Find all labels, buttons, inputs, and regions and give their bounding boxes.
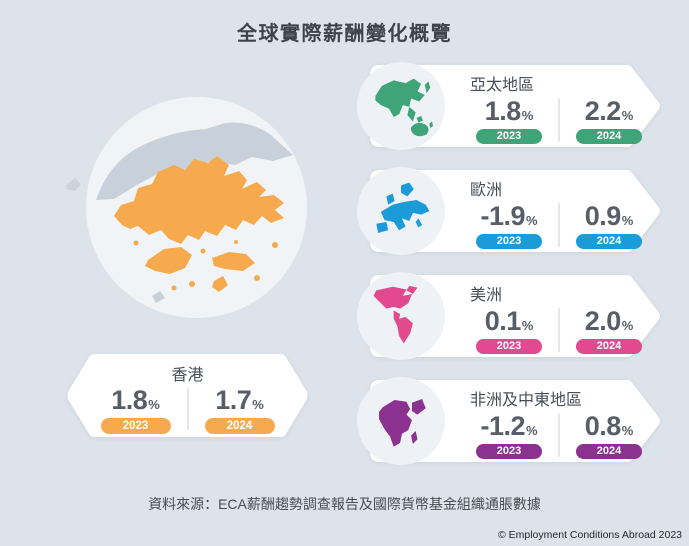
region-card-shape [370, 170, 660, 252]
region-card-shape [370, 275, 660, 357]
region-2023-number: 0.1 [484, 306, 522, 336]
region-value-2023: -1.2 % 2023 [467, 411, 551, 459]
region-value-2023: -1.9 % 2023 [467, 201, 551, 249]
region-map-icon [373, 285, 418, 344]
region-year-badge-2024: 2024 [576, 129, 642, 144]
percent-sign: % [521, 108, 534, 123]
region-map-circle [357, 377, 445, 465]
region-map-circle [357, 272, 445, 360]
percent-sign: % [621, 423, 634, 438]
islet-icon [66, 178, 81, 191]
region-2023-number: 1.8 [484, 96, 522, 126]
region-name: 歐洲 [470, 182, 503, 199]
hk-2023-number: 1.8 [111, 385, 148, 415]
region-map-icon [375, 78, 433, 137]
region-card-shape [370, 380, 660, 462]
percent-sign: % [521, 318, 534, 333]
region-2024-number: 0.9 [584, 201, 622, 231]
hk-value-2023: 1.8 % 2023 [94, 385, 178, 434]
hk-year-badge-2024: 2024 [204, 418, 275, 434]
hk-card: 香港 1.8 % 2023 1.7 % 2024 [67, 354, 308, 437]
region-map-circle [357, 62, 445, 150]
region-year-badge-2023: 2023 [476, 444, 542, 459]
percent-sign: % [525, 423, 538, 438]
region-value-2024: 2.2 % 2024 [567, 96, 651, 144]
region-year-badge-2023: 2023 [476, 234, 542, 249]
divider [558, 413, 560, 457]
region-cards: 亞太地區 1.8 % 2023 2.2 % 2024 [357, 62, 661, 465]
region-map-icon [376, 182, 430, 233]
region-card: 歐洲 -1.9 % 2023 0.9 % 2024 [357, 167, 661, 255]
hk-value-2024: 1.7 % 2024 [198, 385, 282, 434]
divider [558, 308, 560, 352]
percent-sign: % [621, 213, 634, 228]
hong-kong-globe [86, 97, 307, 318]
page-title: 全球實際薪酬變化概覽 [237, 23, 452, 45]
region-year-badge-2024: 2024 [576, 234, 642, 249]
region-year-badge-2024: 2024 [576, 339, 642, 354]
region-card: 美洲 0.1 % 2023 2.0 % 2024 [357, 272, 661, 360]
hk-year-badge-2023: 2023 [100, 418, 171, 434]
region-map-icon [379, 399, 426, 447]
percent-sign: % [621, 318, 634, 333]
percent-sign: % [252, 397, 264, 412]
region-name: 非洲及中東地區 [470, 392, 583, 409]
hong-kong-territory-icon [114, 156, 284, 292]
percent-sign: % [148, 397, 160, 412]
region-value-2024: 0.8 % 2024 [567, 411, 651, 459]
region-card: 非洲及中東地區 -1.2 % 2023 0.8 % 2024 [357, 377, 661, 465]
hk-name: 香港 [171, 367, 204, 384]
region-2024-number: 2.0 [584, 306, 622, 336]
region-map-circle [357, 167, 445, 255]
region-year-badge-2023: 2023 [476, 129, 542, 144]
region-card: 亞太地區 1.8 % 2023 2.2 % 2024 [357, 62, 661, 150]
region-year-badge-2023: 2023 [476, 339, 542, 354]
region-value-2024: 2.0 % 2024 [567, 306, 651, 354]
source-note: 資料來源：ECA薪酬趨勢調查報告及國際貨幣基金組織通脹數據 [148, 496, 541, 512]
copyright-note: © Employment Conditions Abroad 2023 [497, 529, 682, 541]
region-card-shape [370, 65, 660, 147]
region-value-2024: 0.9 % 2024 [567, 201, 651, 249]
hk-2024-number: 1.7 [215, 385, 252, 415]
region-year-badge-2024: 2024 [576, 444, 642, 459]
region-2023-number: -1.9 [480, 201, 525, 231]
region-2024-number: 0.8 [584, 411, 622, 441]
region-2023-number: -1.2 [480, 411, 525, 441]
divider [558, 203, 560, 247]
divider [558, 98, 560, 142]
region-value-2023: 0.1 % 2023 [467, 306, 551, 354]
region-name: 亞太地區 [470, 77, 535, 94]
divider [186, 388, 189, 430]
region-name: 美洲 [470, 287, 503, 304]
percent-sign: % [621, 108, 634, 123]
region-value-2023: 1.8 % 2023 [467, 96, 551, 144]
hong-kong-map-icon [86, 97, 307, 318]
percent-sign: % [525, 213, 538, 228]
region-2024-number: 2.2 [584, 96, 622, 126]
